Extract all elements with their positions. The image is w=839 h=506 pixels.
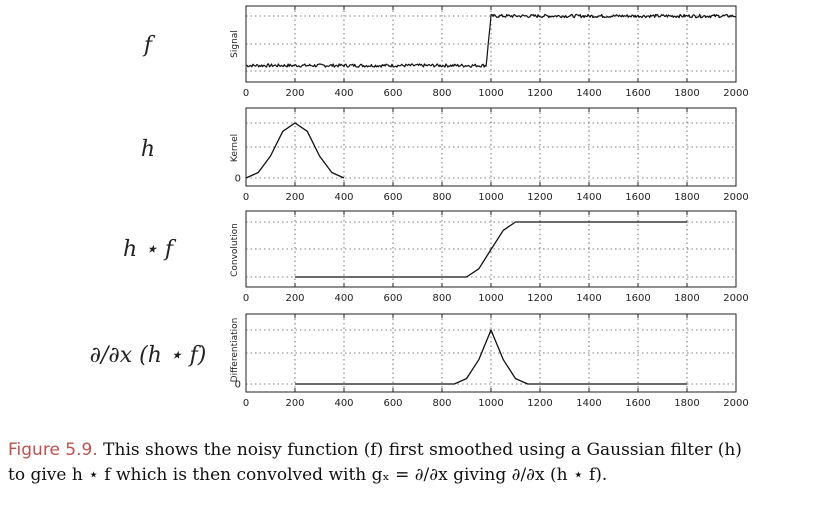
- x-tick-label: 800: [432, 192, 451, 203]
- x-tick-label: 1000: [478, 293, 503, 304]
- x-tick-label: 200: [285, 293, 304, 304]
- x-tick-label: 1400: [576, 293, 601, 304]
- x-tick-label: 1000: [478, 398, 503, 409]
- y-tick-label: 0: [235, 174, 241, 185]
- x-tick-label: 800: [432, 88, 451, 99]
- y-axis-label: Signal: [230, 30, 240, 58]
- x-tick-label: 1800: [674, 192, 699, 203]
- x-tick-label: 2000: [723, 88, 748, 99]
- y-axis-label: Differentiation: [230, 318, 240, 383]
- x-tick-label: 400: [334, 293, 353, 304]
- x-tick-label: 2000: [723, 192, 748, 203]
- x-tick-label: 1200: [527, 192, 552, 203]
- x-tick-label: 600: [383, 192, 402, 203]
- row-label: f: [142, 33, 156, 58]
- series-line: [295, 221, 687, 278]
- x-tick-label: 1400: [576, 398, 601, 409]
- figure-panels: 0 200 400 600 800 1000 1200 1400 1600 1800 2000Sig…: [90, 5, 749, 409]
- x-tick-label: 1600: [625, 398, 650, 409]
- x-tick-label: 800: [432, 293, 451, 304]
- panel-3: 0 200 400 600 800 1000 1200 1400 1600 1800 2000 Con…: [123, 210, 749, 304]
- x-tick-label: 1600: [625, 192, 650, 203]
- x-tick-label: 200: [285, 88, 304, 99]
- x-tick-label: 200: [285, 192, 304, 203]
- figure-caption: Figure 5.9. This shows the noisy functio…: [8, 438, 833, 488]
- row-label: h ⋆ f: [123, 237, 177, 262]
- x-tick-label: 800: [432, 398, 451, 409]
- x-tick-label: 200: [285, 398, 304, 409]
- x-tick-label: 0: [243, 192, 249, 203]
- x-tick-label: 400: [334, 398, 353, 409]
- x-tick-label: 1000: [478, 88, 503, 99]
- row-label: ∂/∂x (h ⋆ f): [90, 343, 207, 368]
- x-tick-label: 1400: [576, 192, 601, 203]
- y-tick-label: 0: [235, 380, 241, 391]
- x-tick-label: 0: [243, 398, 249, 409]
- x-tick-label: 1400: [576, 88, 601, 99]
- caption-line-1: This shows the noisy function (f) first …: [97, 440, 742, 460]
- x-tick-label: 600: [383, 88, 402, 99]
- x-tick-label: 1800: [674, 398, 699, 409]
- y-axis-label: Convolution: [230, 223, 240, 277]
- series-line: [295, 329, 687, 385]
- panel-4: 0 200 400 600 800 1000 1200 1400 1600 1800 20000Di…: [90, 313, 749, 409]
- x-tick-label: 600: [383, 293, 402, 304]
- x-tick-label: 2000: [723, 398, 748, 409]
- x-tick-label: 1200: [527, 398, 552, 409]
- x-tick-label: 400: [334, 88, 353, 99]
- caption-label: Figure 5.9.: [8, 440, 98, 460]
- series-line: [245, 13, 737, 68]
- x-tick-label: 2000: [723, 293, 748, 304]
- x-tick-label: 400: [334, 192, 353, 203]
- x-tick-label: 1000: [478, 192, 503, 203]
- x-tick-label: 1600: [625, 293, 650, 304]
- row-label: h: [141, 137, 155, 162]
- x-tick-label: 1200: [527, 293, 552, 304]
- x-tick-label: 0: [243, 293, 249, 304]
- y-axis-label: Kernel: [230, 134, 240, 162]
- caption-line-2: to give h ⋆ f which is then convolved wi…: [8, 465, 608, 485]
- x-tick-label: 0: [243, 88, 249, 99]
- series-line: [245, 122, 345, 179]
- x-tick-label: 600: [383, 398, 402, 409]
- x-tick-label: 1800: [674, 88, 699, 99]
- panel-2: 0 200 400 600 800 1000 1200 1400 1600 1800 2000 0 Ke…: [141, 107, 749, 203]
- x-tick-label: 1200: [527, 88, 552, 99]
- x-tick-label: 1800: [674, 293, 699, 304]
- panel-1: 0 200 400 600 800 1000 1200 1400 1600 1800 2000 Sig…: [142, 5, 749, 99]
- x-tick-label: 1600: [625, 88, 650, 99]
